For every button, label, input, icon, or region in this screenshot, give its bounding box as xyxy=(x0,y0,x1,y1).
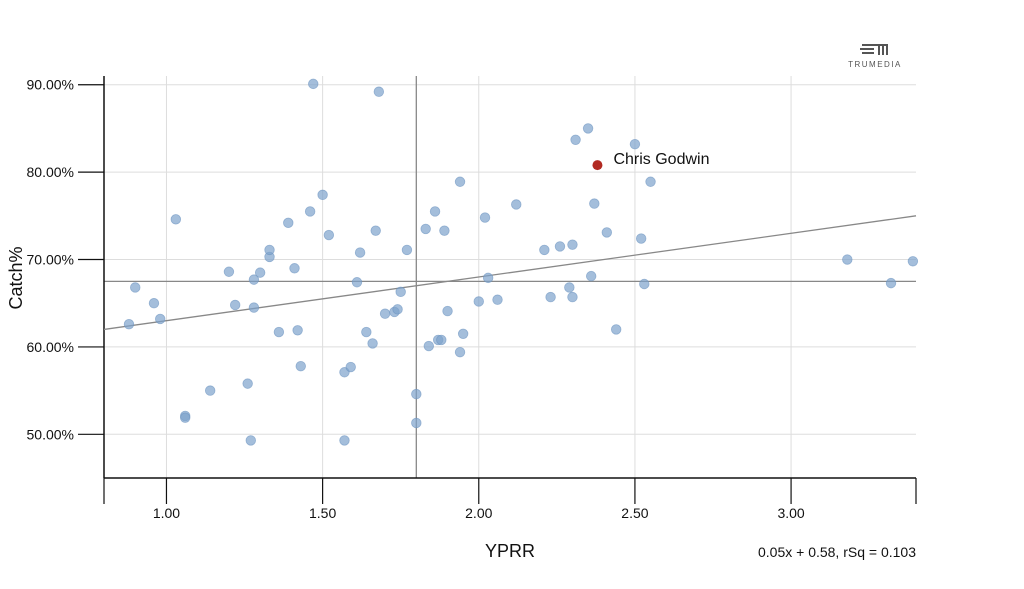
data-point xyxy=(392,304,403,315)
data-point xyxy=(570,134,581,145)
trumedia-mark-icon xyxy=(860,44,888,55)
trumedia-logo: TRUMEDIA xyxy=(848,44,902,69)
data-point xyxy=(439,225,450,236)
data-point xyxy=(323,229,335,241)
data-point xyxy=(155,313,166,325)
y-tick-label: 60.00% xyxy=(27,339,74,355)
data-point xyxy=(351,277,363,288)
data-point xyxy=(436,334,447,346)
y-axis-title: Catch% xyxy=(6,246,26,309)
reference-lines xyxy=(104,76,916,478)
x-tick-label: 2.50 xyxy=(621,505,648,521)
trendline xyxy=(103,215,917,331)
data-point xyxy=(283,217,294,229)
data-point xyxy=(564,282,575,293)
data-point xyxy=(373,86,385,97)
data-point xyxy=(457,328,469,340)
data-point xyxy=(345,361,356,373)
data-point xyxy=(204,385,216,396)
data-point xyxy=(629,138,641,150)
data-point xyxy=(492,294,503,305)
data-point xyxy=(354,247,366,258)
x-tick-label: 3.00 xyxy=(777,505,804,521)
y-tick-label: 50.00% xyxy=(27,426,74,442)
data-point xyxy=(242,378,253,389)
data-point xyxy=(473,296,484,307)
data-point xyxy=(223,266,235,277)
y-tick-label: 80.00% xyxy=(27,164,74,180)
data-point xyxy=(361,326,372,338)
data-point xyxy=(317,189,328,201)
data-point xyxy=(567,291,578,303)
data-point xyxy=(442,305,453,317)
data-point xyxy=(635,233,647,244)
data-point xyxy=(511,199,522,210)
axes: 1.00 1.50 2.00 2.50 3.00 50.00% 60.00% 70.00% 80… xyxy=(27,76,917,521)
data-point xyxy=(582,123,594,134)
data-point xyxy=(289,263,300,274)
trendline-equation: 0.05x + 0.58, rSq = 0.103 xyxy=(758,544,916,560)
x-tick-label: 1.50 xyxy=(309,505,336,521)
data-point xyxy=(248,274,260,285)
data-point xyxy=(842,254,853,265)
data-points xyxy=(123,78,919,446)
highlight-point xyxy=(592,160,603,171)
data-point xyxy=(601,227,613,238)
data-point xyxy=(885,277,897,289)
data-point xyxy=(148,298,160,309)
data-point xyxy=(248,302,260,313)
data-point xyxy=(395,286,406,298)
data-point xyxy=(545,291,556,303)
data-point xyxy=(567,239,578,250)
data-point xyxy=(411,388,422,400)
x-tick-label: 2.00 xyxy=(465,505,492,521)
data-point xyxy=(907,256,919,267)
data-point xyxy=(170,214,182,225)
data-point xyxy=(179,412,191,423)
y-tick-label: 70.00% xyxy=(27,252,74,268)
data-point xyxy=(370,225,381,236)
data-point xyxy=(554,241,566,252)
data-point xyxy=(586,270,597,282)
x-axis-title: YPRR xyxy=(485,541,535,561)
data-point xyxy=(401,244,413,256)
data-point xyxy=(610,324,622,335)
data-point xyxy=(639,278,650,290)
data-point xyxy=(367,338,378,349)
data-point xyxy=(339,435,350,446)
data-point xyxy=(229,299,241,311)
data-point xyxy=(245,435,256,446)
data-point xyxy=(292,325,303,336)
highlight-group: Chris Godwin xyxy=(592,151,709,171)
data-point xyxy=(589,198,600,209)
grid-lines xyxy=(104,76,916,478)
data-point xyxy=(411,417,422,429)
data-point xyxy=(308,78,319,90)
data-point xyxy=(264,244,275,256)
data-point xyxy=(429,206,441,217)
data-point xyxy=(254,267,266,278)
data-point xyxy=(420,223,431,235)
y-tick-label: 90.00% xyxy=(27,77,74,93)
data-point xyxy=(273,326,285,338)
data-point xyxy=(454,176,466,187)
data-point xyxy=(479,212,491,223)
brand-name: TRUMEDIA xyxy=(848,60,902,69)
data-point xyxy=(482,272,494,284)
data-point xyxy=(130,282,141,293)
trendline-group xyxy=(103,215,917,331)
data-point xyxy=(423,340,435,352)
data-point xyxy=(539,244,550,256)
data-point xyxy=(295,360,306,372)
data-point xyxy=(123,318,135,330)
highlight-label: Chris Godwin xyxy=(613,151,709,168)
data-point xyxy=(304,206,316,217)
data-point xyxy=(645,176,656,187)
data-point xyxy=(379,308,391,319)
x-tick-label: 1.00 xyxy=(153,505,180,521)
data-point xyxy=(454,346,466,358)
